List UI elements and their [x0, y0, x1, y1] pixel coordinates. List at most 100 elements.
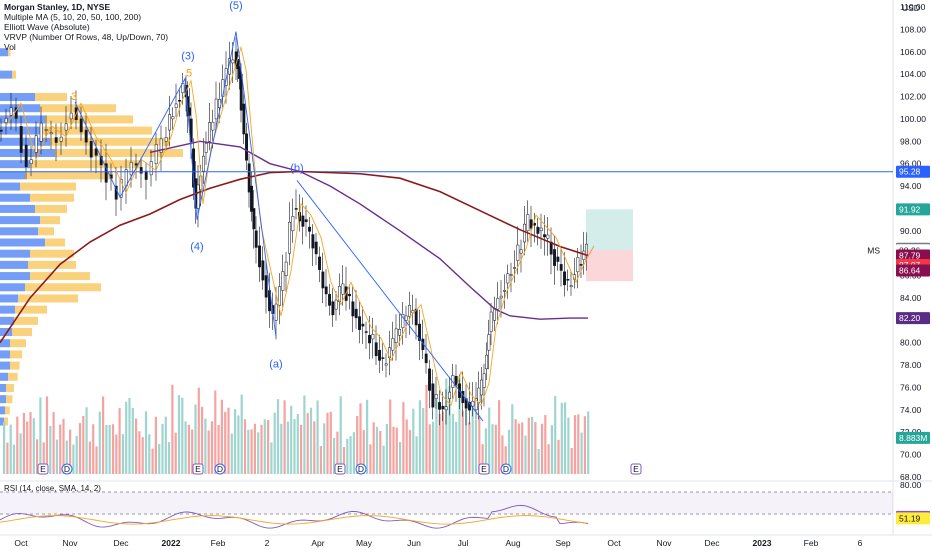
- volume-bar: [118, 408, 121, 474]
- vrvp-down-bar: [15, 305, 47, 314]
- candle-body: [196, 184, 200, 209]
- volume-bar: [352, 432, 355, 474]
- volume-bar: [49, 425, 52, 474]
- candle-body: [424, 353, 428, 364]
- candle-body: [496, 298, 500, 310]
- volume-bar: [471, 403, 474, 474]
- volume-bar: [498, 400, 501, 474]
- volume-bar: [29, 412, 32, 474]
- volume-bar: [62, 418, 65, 474]
- candle-body: [364, 331, 368, 333]
- volume-bar: [92, 424, 95, 474]
- volume-bar: [286, 421, 289, 474]
- candle-body: [204, 143, 208, 153]
- volume-bar: [214, 390, 217, 474]
- volume-bar: [36, 439, 39, 474]
- rsi-legend[interactable]: RSI (14, close, SMA, 14, 2): [4, 484, 101, 493]
- candle-body: [228, 58, 231, 75]
- elliott-wave-label: 3: [71, 91, 77, 103]
- candle-body: [281, 271, 285, 291]
- vrvp-down-bar: [6, 395, 13, 404]
- price-label: 91.92: [896, 203, 930, 216]
- rsi-label-bg: [896, 512, 930, 525]
- vrvp-down-bar: [30, 160, 142, 169]
- candle-body: [208, 122, 211, 142]
- candle-body: [444, 406, 448, 411]
- currency-label: USD: [902, 3, 920, 13]
- vrvp-up-bar: [0, 339, 10, 348]
- volume-bar: [445, 378, 448, 474]
- vrvp-up-bar: [0, 316, 14, 325]
- volume-bar: [82, 415, 85, 474]
- volume-bar: [234, 409, 237, 474]
- candle-body: [189, 118, 193, 143]
- candle-body: [471, 401, 475, 407]
- volume-bar: [105, 424, 108, 474]
- candle-body: [4, 118, 8, 123]
- candle-body: [513, 267, 516, 269]
- vrvp-up-bar: [0, 260, 28, 269]
- rsi-line: [0, 504, 589, 529]
- symbol-title[interactable]: Morgan Stanley, 1D, NYSE: [4, 2, 111, 12]
- volume-bars: [3, 376, 590, 474]
- time-tick: Sep: [555, 538, 570, 548]
- vrvp-down-bar: [30, 272, 90, 281]
- earnings-event-marker: D: [500, 463, 512, 475]
- time-tick: Dec: [113, 538, 129, 548]
- volume-bar: [461, 410, 464, 474]
- volume-bar: [39, 397, 42, 474]
- volume-bar: [583, 416, 586, 474]
- volume-bar: [230, 433, 233, 474]
- time-tick: 2023: [753, 538, 772, 548]
- volume-bar: [438, 413, 441, 474]
- volume-bar: [85, 407, 88, 474]
- volume-bar: [194, 404, 197, 474]
- volume-bar: [72, 444, 75, 474]
- candle-body: [202, 155, 205, 172]
- vrvp-up-bar: [0, 171, 25, 180]
- price-tick: 94.00: [900, 181, 922, 191]
- volume-bar: [201, 406, 204, 474]
- time-axis[interactable]: Oct Nov Dec 2022 Feb 2 Apr May Jun Jul Aug Sep Oct No…: [14, 538, 862, 548]
- vrvp-down-bar: [8, 48, 11, 57]
- elliott-wave-label[interactable]: Elliott Wave (Absolute): [4, 22, 90, 32]
- candle-body: [526, 214, 530, 232]
- candle-body: [9, 107, 13, 116]
- volume-bar: [531, 416, 534, 474]
- volume-bar: [26, 421, 29, 474]
- candle-body: [536, 226, 540, 234]
- vrvp-indicator-label[interactable]: VRVP (Number Of Rows, 48, Up/Down, 70): [4, 32, 169, 42]
- candle-body: [408, 305, 411, 317]
- volume-bar: [290, 405, 293, 474]
- volume-bar: [171, 384, 174, 474]
- candle-body: [252, 208, 256, 230]
- candle-body: [582, 250, 586, 260]
- earnings-event-marker: D: [355, 463, 367, 475]
- candle-body: [304, 219, 308, 222]
- volume-bar: [148, 434, 151, 474]
- candle-body: [331, 301, 335, 316]
- volume-bar: [257, 432, 260, 474]
- candle-body: [24, 144, 28, 167]
- candle-body: [378, 349, 381, 361]
- vrvp-down-bar: [18, 294, 78, 303]
- candle-body: [211, 121, 215, 131]
- volume-bar: [564, 402, 567, 474]
- ma-indicator-label[interactable]: Multiple MA (5, 10, 20, 50, 100, 200): [4, 12, 142, 22]
- volume-bar: [567, 417, 570, 474]
- candle-body: [288, 222, 291, 254]
- volume-bar: [144, 411, 148, 474]
- candle-body: [404, 315, 408, 321]
- rsi-pane: [0, 491, 893, 529]
- volume-indicator-label[interactable]: Vol: [4, 42, 16, 52]
- candle-body: [0, 129, 3, 132]
- volume-bar: [197, 387, 200, 474]
- volume-bar: [78, 423, 82, 474]
- volume-bar: [481, 444, 484, 474]
- price-tick: 90.00: [900, 226, 922, 236]
- volume-bar: [573, 415, 577, 474]
- elliott-wave-line: [296, 180, 484, 422]
- candle-body: [171, 116, 175, 120]
